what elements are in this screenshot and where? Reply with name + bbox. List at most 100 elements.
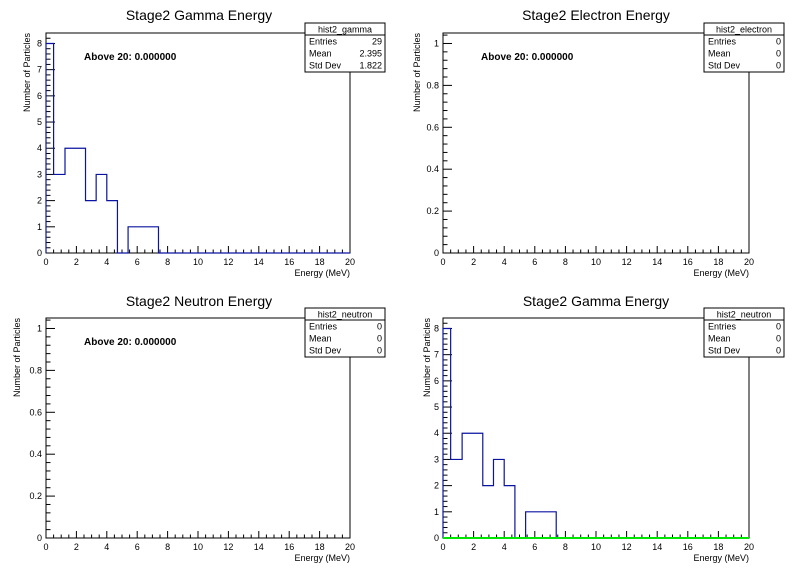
x-tick-label: 0 — [43, 257, 48, 267]
stats-label: Entries — [708, 322, 737, 332]
stats-value: 0 — [776, 49, 781, 59]
x-tick-label: 14 — [254, 257, 264, 267]
x-tick-label: 20 — [744, 542, 754, 552]
y-tick-label: 0.6 — [29, 407, 42, 417]
stats-box — [703, 22, 785, 73]
stats-name: hist2_neutron — [717, 310, 772, 320]
overflow-annotation: Above 20: 0.000000 — [481, 52, 574, 63]
x-tick-label: 18 — [315, 257, 325, 267]
y-tick-label: 2 — [434, 481, 439, 491]
y-tick-label: 6 — [37, 91, 42, 101]
stats-label: Entries — [708, 37, 737, 47]
overflow-annotation: Above 20: 0.000000 — [84, 52, 177, 63]
y-tick-label: 8 — [37, 38, 42, 48]
stats-label: Std Dev — [309, 346, 342, 356]
y-tick-label: 0.4 — [426, 164, 439, 174]
x-axis-label: Energy (MeV) — [294, 268, 350, 278]
x-tick-label: 2 — [471, 542, 476, 552]
y-axis-label: Number of Particles — [412, 33, 422, 113]
y-tick-label: 1 — [434, 507, 439, 517]
x-tick-label: 4 — [104, 257, 109, 267]
y-tick-label: 1 — [37, 323, 42, 333]
y-tick-label: 0.8 — [426, 80, 439, 90]
stats-label: Std Dev — [309, 61, 342, 71]
x-tick-label: 6 — [532, 257, 537, 267]
x-tick-label: 8 — [165, 257, 170, 267]
histogram-series-0 — [442, 327, 749, 539]
x-tick-label: 20 — [345, 542, 355, 552]
x-tick-label: 14 — [652, 257, 662, 267]
x-tick-label: 6 — [135, 257, 140, 267]
x-tick-label: 0 — [440, 542, 445, 552]
x-tick-label: 18 — [315, 542, 325, 552]
x-axis-label: Energy (MeV) — [294, 553, 350, 563]
y-tick-label: 7 — [37, 65, 42, 75]
y-axis-label: Number of Particles — [12, 318, 22, 398]
chart-title: Stage2 Electron Energy — [522, 7, 670, 23]
y-tick-label: 0.8 — [29, 365, 42, 375]
y-tick-label: 3 — [434, 454, 439, 464]
x-tick-label: 10 — [591, 257, 601, 267]
stats-value: 0 — [776, 37, 781, 47]
stats-name: hist2_gamma — [318, 25, 372, 35]
x-tick-label: 14 — [254, 542, 264, 552]
overflow-annotation: Above 20: 0.000000 — [84, 337, 177, 348]
x-tick-label: 4 — [502, 257, 507, 267]
plot-frame — [45, 32, 351, 254]
stats-value: 0 — [377, 334, 382, 344]
stats-value: 29 — [372, 37, 382, 47]
x-tick-label: 12 — [223, 257, 233, 267]
x-tick-label: 4 — [104, 542, 109, 552]
y-tick-label: 0.2 — [29, 491, 42, 501]
x-tick-label: 0 — [440, 257, 445, 267]
y-tick-label: 7 — [434, 350, 439, 360]
stats-value: 0 — [776, 61, 781, 71]
stats-box — [703, 307, 785, 358]
stats-value: 0 — [776, 322, 781, 332]
y-tick-label: 0.4 — [29, 449, 42, 459]
stats-label: Mean — [708, 49, 731, 59]
x-tick-label: 2 — [74, 542, 79, 552]
y-tick-label: 0 — [434, 248, 439, 258]
x-tick-label: 16 — [284, 542, 294, 552]
x-tick-label: 8 — [563, 542, 568, 552]
stats-label: Std Dev — [708, 61, 741, 71]
stats-label: Std Dev — [708, 346, 741, 356]
y-tick-label: 0 — [37, 533, 42, 543]
plot-frame — [442, 317, 750, 539]
x-tick-label: 20 — [345, 257, 355, 267]
plot-frame — [442, 32, 750, 254]
histogram-series-0 — [45, 42, 350, 254]
x-tick-label: 12 — [622, 257, 632, 267]
y-tick-label: 5 — [37, 117, 42, 127]
x-tick-label: 18 — [713, 257, 723, 267]
x-tick-label: 10 — [193, 542, 203, 552]
stats-name: hist2_neutron — [318, 310, 373, 320]
y-tick-label: 0.6 — [426, 122, 439, 132]
y-tick-label: 1 — [434, 38, 439, 48]
x-tick-label: 6 — [135, 542, 140, 552]
y-tick-label: 3 — [37, 169, 42, 179]
stats-label: Entries — [309, 322, 338, 332]
y-tick-label: 6 — [434, 376, 439, 386]
y-axis-label: Number of Particles — [22, 33, 32, 113]
x-tick-label: 10 — [591, 542, 601, 552]
stats-box — [304, 307, 386, 358]
stats-label: Mean — [309, 334, 332, 344]
stats-label: Entries — [309, 37, 338, 47]
stats-value: 0 — [377, 322, 382, 332]
x-tick-label: 10 — [193, 257, 203, 267]
stats-name: hist2_electron — [716, 25, 772, 35]
chart-title: Stage2 Gamma Energy — [523, 293, 669, 309]
y-axis-label: Number of Particles — [422, 318, 432, 398]
y-tick-label: 0 — [37, 248, 42, 258]
stats-box — [304, 22, 386, 73]
y-tick-label: 1 — [37, 222, 42, 232]
chart-title: Stage2 Gamma Energy — [126, 7, 272, 23]
stats-value: 0 — [377, 346, 382, 356]
y-tick-label: 0 — [434, 533, 439, 543]
y-tick-label: 5 — [434, 402, 439, 412]
